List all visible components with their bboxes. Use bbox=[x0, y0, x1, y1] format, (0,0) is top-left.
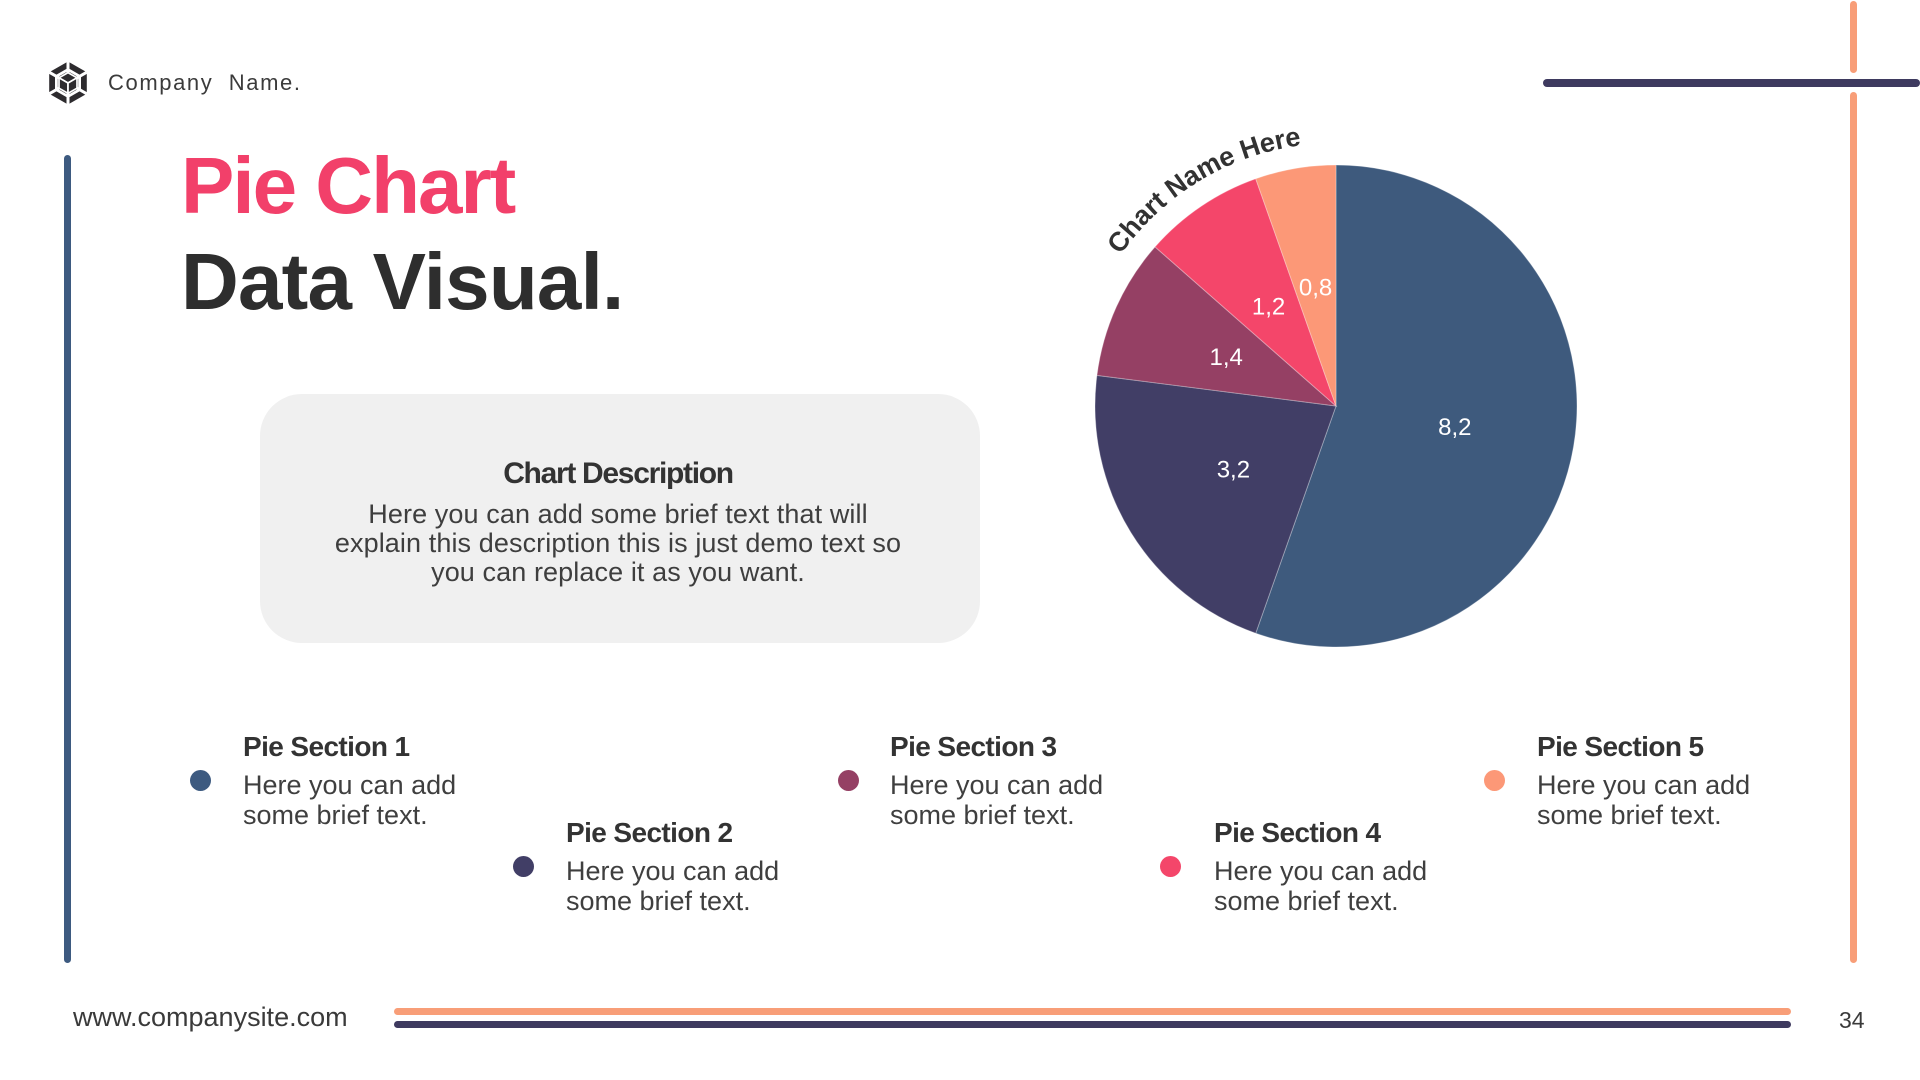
svg-text:3,2: 3,2 bbox=[1217, 457, 1250, 484]
svg-text:0,8: 0,8 bbox=[1299, 275, 1332, 302]
svg-text:1,2: 1,2 bbox=[1252, 294, 1285, 321]
svg-text:1,4: 1,4 bbox=[1210, 344, 1243, 371]
svg-text:8,2: 8,2 bbox=[1438, 414, 1471, 441]
